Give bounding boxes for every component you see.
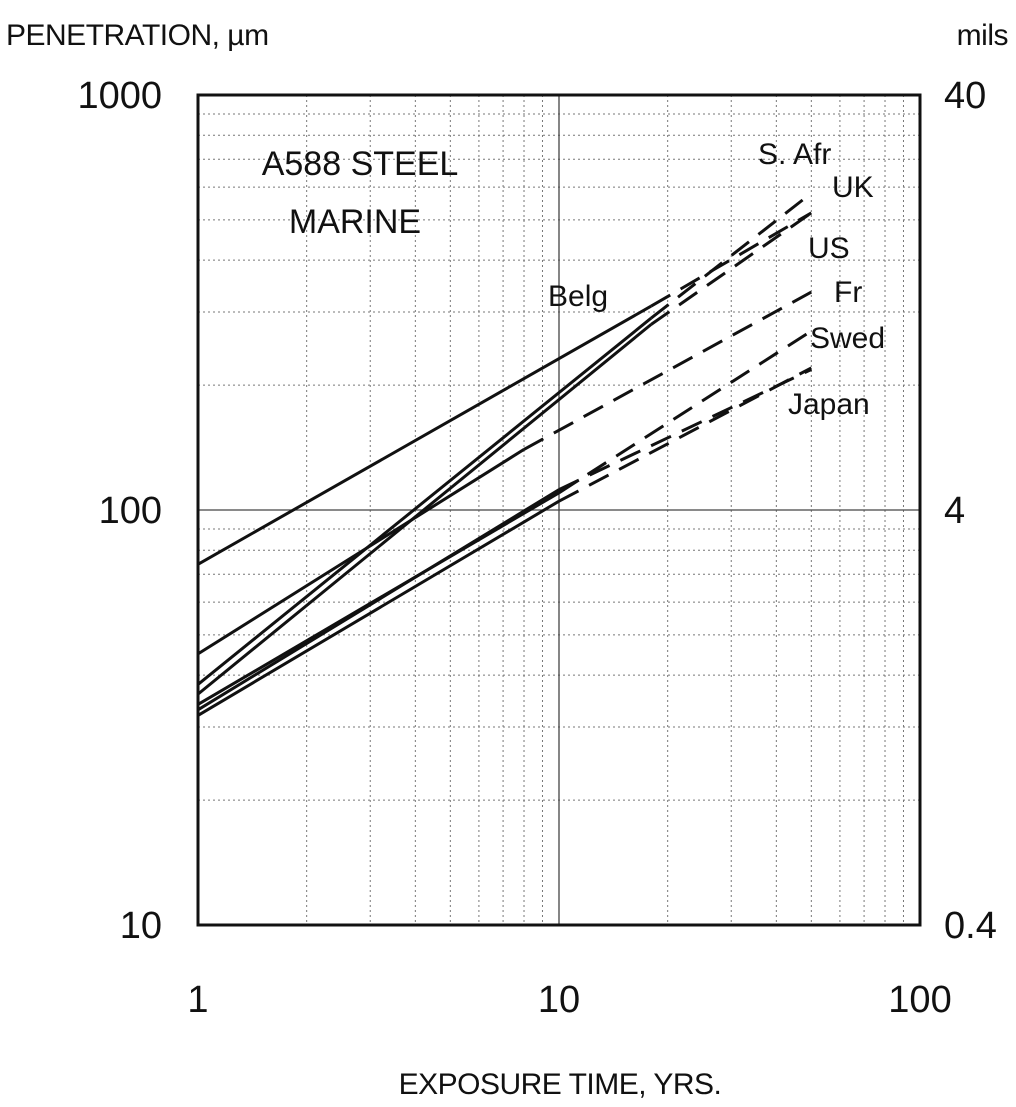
series-line-dashed [558,368,812,491]
x-tick-label: 10 [538,979,580,1021]
series-label: UK [832,171,874,204]
plot-border [196,93,922,927]
series-line-dashed [558,329,813,495]
y-tick-label: 1000 [77,75,162,117]
annotation-line-2: MARINE [289,203,421,241]
series-line-solid [197,448,525,656]
series-label: Swed [810,322,885,355]
series-line-dashed [650,211,813,326]
y-axis-label: PENETRATION, µm [6,19,269,52]
series-line-solid [197,499,560,717]
series-line-solid [197,488,560,712]
y2-axis-label: mils [957,19,1008,52]
plot-frame [196,93,922,927]
series-lines [197,192,813,717]
series-line-dashed [650,211,813,308]
y2-tick-label: 4 [944,490,965,532]
y2-tick-label: 40 [944,75,986,117]
y2-tick-label: 0.4 [944,905,997,947]
series-line-solid [197,304,652,566]
x-tick-label: 1 [187,979,208,1021]
series-line-dashed [558,366,813,503]
x-tick-label: 100 [888,979,951,1021]
series-line-solid [197,323,653,696]
x-axis-label: EXPOSURE TIME, YRS. [399,1068,722,1101]
tick-labels: 1 10 100 10 100 1000 0.4 4 40 [77,75,996,1021]
y-tick-label: 10 [120,905,162,947]
series-label: US [808,232,850,265]
series-label: S. Afr [758,138,831,171]
series-label: Fr [834,276,862,309]
annotation-line-1: A588 STEEL [262,145,459,183]
y-tick-label: 100 [99,490,162,532]
series-line-dashed [523,290,813,451]
series-line-solid [197,316,653,686]
series-label: Japan [788,388,870,421]
series-label: Belg [548,280,608,313]
